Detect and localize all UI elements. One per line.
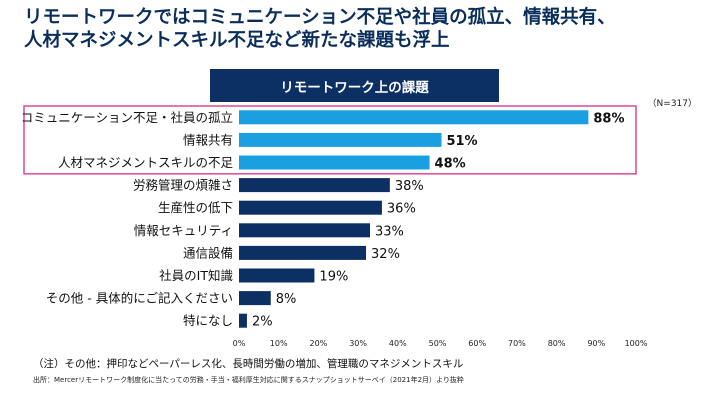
data-label: 36% [387, 202, 416, 217]
data-label: 33% [375, 224, 404, 239]
category-label: 情報セキュリティ [134, 223, 233, 238]
category-label: その他 - 具体的にご記入ください [46, 291, 233, 306]
x-tick-label: 60% [468, 339, 486, 348]
category-label: 社員のIT知識 [159, 268, 233, 283]
headline-line-1: リモートワークではコミュニケーション不足や社員の孤立、情報共有、 [24, 7, 616, 28]
bar [239, 313, 247, 328]
sample-size-label: （N=317） [647, 99, 697, 109]
bar [239, 291, 271, 306]
bar [239, 245, 367, 260]
category-label: 特になし [183, 313, 233, 328]
data-label: 38% [395, 179, 424, 194]
x-tick-label: 20% [310, 339, 328, 348]
headline-line-2: 人材マネジメントスキル不足など新たな課題も浮上 [24, 30, 450, 51]
x-tick-label: 50% [429, 339, 447, 348]
category-label: コミュニケーション不足・社員の孤立 [21, 110, 233, 125]
chart-title-banner: リモートワーク上の課題 [210, 69, 499, 102]
bar [239, 200, 382, 215]
data-label: 48% [435, 157, 466, 172]
bar [239, 155, 430, 170]
highlight-box [23, 105, 637, 175]
bar [239, 110, 589, 125]
bar [239, 268, 315, 283]
x-tick-label: 30% [349, 339, 367, 348]
x-tick-label: 80% [548, 339, 566, 348]
data-label: 51% [446, 134, 477, 149]
x-tick-label: 100% [625, 339, 648, 348]
data-label: 2% [252, 315, 273, 330]
bar [239, 178, 390, 193]
source-note: 出所：Mercerリモートワーク制度化に当たっての労務・手当・福利厚生対応に関す… [33, 376, 464, 384]
bar [239, 132, 442, 147]
x-tick-label: 40% [389, 339, 407, 348]
category-label: 労務管理の煩雑さ [133, 178, 233, 193]
data-label: 32% [371, 247, 400, 262]
headline: リモートワークではコミュニケーション不足や社員の孤立、情報共有、 人材マネジメン… [24, 6, 616, 52]
data-label: 19% [319, 270, 348, 285]
category-label: 情報共有 [183, 132, 233, 147]
footnote: （注）その他：押印などペーパーレス化、長時間労働の増加、管理職のマネジメントスキ… [33, 358, 464, 370]
x-tick-label: 0% [233, 339, 246, 348]
data-label: 88% [593, 111, 624, 126]
x-tick-label: 10% [270, 339, 288, 348]
x-tick-label: 70% [508, 339, 526, 348]
category-label: 生産性の低下 [158, 200, 233, 215]
bar [239, 223, 371, 238]
data-label: 8% [276, 292, 297, 307]
x-tick-label: 90% [587, 339, 605, 348]
category-label: 人材マネジメントスキルの不足 [58, 155, 234, 170]
category-label: 通信設備 [183, 245, 233, 260]
